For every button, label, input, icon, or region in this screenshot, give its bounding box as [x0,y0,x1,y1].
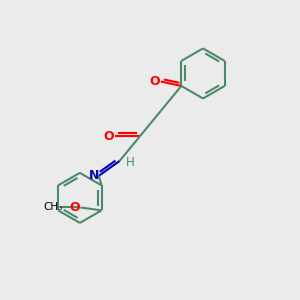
Text: H: H [125,156,134,169]
Text: CH₃: CH₃ [43,202,63,212]
Text: O: O [103,130,114,142]
Text: O: O [149,75,160,88]
Text: N: N [88,169,99,182]
Text: O: O [70,201,80,214]
